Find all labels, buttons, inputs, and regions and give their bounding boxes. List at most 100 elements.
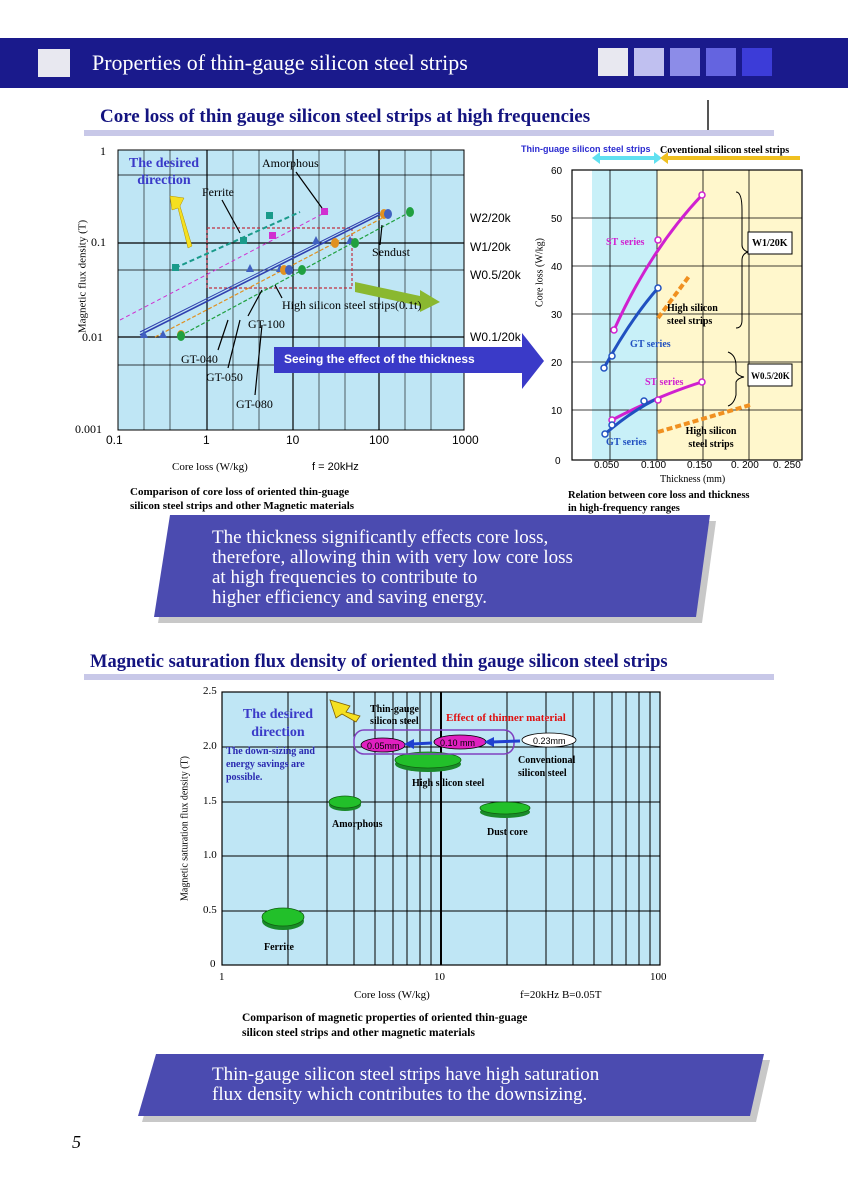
chart1-x-tick-100: 100 [369,433,390,447]
chart2-x-tick-0.150: 0.150 [687,460,713,471]
effect-arrow [274,333,544,389]
chart3-saturation-flux [221,691,661,966]
chart3-effect-label: Effect of thinner material [446,712,566,724]
chart1-w-label-01: W0.1/20k [470,330,521,344]
chart1-frequency-note: f = 20kHz [312,461,359,473]
chart2-label-gt-upper: GT series [630,339,671,350]
chart2-x-label: Thickness (mm) [660,474,726,485]
chart2-y-tick-30: 30 [551,310,563,321]
chart1-y-tick-0.1: 0.1 [91,235,106,249]
chart1-y-tick-1: 1 [100,144,106,158]
chart1-label-gt080: GT-080 [236,397,273,411]
chart1-x-tick-10: 10 [286,433,300,447]
chart1-label-gt050: GT-050 [206,370,243,384]
chart2-x-tick-0.200: 0. 200 [731,460,759,471]
chart1-y-label: Magnetic flux density (T) [76,219,89,334]
chart2-x-tick-0.050: 0.050 [594,460,620,471]
chart1-x-label: Core loss (W/kg) [172,461,248,473]
chart1-ferrite-points [172,212,273,271]
chart3-label-high-si: High silicon steel [412,778,485,789]
effect-arrow-label: Seeing the effect of the thickness [284,352,475,366]
chart3-y-label: Magnetic saturation flux density (T) [179,756,191,901]
chart3-y-tick-0.5: 0.5 [203,904,217,916]
banner1-line3: at high frequencies to contribute to [212,567,478,588]
chart3-y-tick-0: 0 [210,958,216,970]
chart1-label-sendust: Sendust [372,245,411,259]
chart1-x-tick-0.1: 0.1 [106,433,123,447]
chart2-label-hs-lower: High silicon steel strips [685,426,737,450]
section1-underline [84,130,774,136]
chart1-desired-direction: The desired direction [128,156,200,188]
chart1-x-tick-1000: 1000 [452,433,479,447]
chart3-conventional-label: Conventional silicon steel [518,755,576,779]
chart1-label-gt040: GT-040 [181,352,218,366]
chart2-box-w05: W0.5/20K [751,371,790,381]
chart3-x-tick-100: 100 [650,971,667,983]
chart2-y-tick-0: 0 [555,456,561,467]
chart3-label-005: 0.05mm [367,741,400,751]
chart2-caption-line2: in high-frequency ranges [568,503,680,514]
header-square-icon [38,49,70,77]
chart3-x-tick-10: 10 [434,971,445,983]
banner2-line2: flux density which contributes to the do… [212,1084,588,1105]
chart2-zone-thin-label: Thin-guage silicon steel strips [521,144,651,154]
chart1-desired-arrow [169,195,193,249]
chart3-label-023: 0.23mm [533,736,566,746]
chart3-y-tick-1.5: 1.5 [203,795,217,807]
chart1-label-ferrite: Ferrite [202,185,234,199]
chart3-label-amorphous: Amorphous [332,819,383,830]
banner2-line1: Thin-gauge silicon steel strips have hig… [212,1064,600,1085]
banner1-line2: therefore, allowing thin with very low c… [212,547,573,568]
chart1-label-amorphous: Amorphous [262,156,319,170]
chart3-note: f=20kHz B=0.05T [520,989,602,1001]
chart3-label-010: 0.10 mm [440,738,476,748]
chart1-caption-line2: silicon steel strips and other Magnetic … [130,500,355,512]
chart3-downsizing-note: The down-sizing and energy savings are p… [226,746,315,783]
page-number: 5 [72,1132,81,1152]
chart1-label-high-si: High silicon steel strips(0.1t) [282,298,422,312]
section2-underline [84,674,774,680]
chart3-ferrite-point [261,907,305,930]
chart3-caption-line1: Comparison of magnetic properties of ori… [242,1012,528,1024]
section2-title: Magnetic saturation flux density of orie… [90,652,668,672]
chart2-label-gt-lower: GT series [606,437,647,448]
chart2-box-w1: W1/20K [752,238,788,249]
chart1-caption-line1: Comparison of core loss of oriented thin… [130,486,350,498]
section1-marker [707,100,709,130]
header-box-2 [634,48,664,76]
chart2-label-st-upper: ST series [606,237,645,248]
chart2-caption-line1: Relation between core loss and thickness [568,490,750,501]
chart3-amorphous-point [328,795,362,811]
chart2-y-tick-50: 50 [551,214,563,225]
chart1-w-label-1: W1/20k [470,240,511,254]
banner2-shape [138,1054,770,1122]
chart3-thin-gauge-label: Thin-gauge silicon steel [370,704,419,727]
header-box-1 [598,48,628,76]
header-box-3 [670,48,700,76]
chart2-y-tick-40: 40 [551,262,563,273]
chart1-w-label-05: W0.5/20k [470,268,521,282]
chart2-y-label: Core loss (W/kg) [534,238,546,307]
chart1-x-tick-1: 1 [203,433,210,447]
chart1-sendust-points [177,207,414,341]
chart3-label-dust: Dust core [487,827,528,838]
chart2-label-st-lower: ST series [645,377,684,388]
chart3-caption-line2: silicon steel strips and other magnetic … [242,1027,475,1039]
section1-title: Core loss of thin gauge silicon steel st… [100,106,591,127]
header-box-5 [742,48,772,76]
chart3-x-label: Core loss (W/kg) [354,989,430,1001]
header-box-4 [706,48,736,76]
chart2-label-hs-upper: High silicon steel strips [667,303,718,327]
chart2-x-tick-0.250: 0. 250 [773,460,801,471]
chart3-label-ferrite: Ferrite [264,942,294,953]
chart2-y-tick-60: 60 [551,166,563,177]
chart2-zone-conv-label: Coventional silicon steel strips [660,145,790,156]
chart3-desired-direction: The desired direction [242,707,314,740]
chart3-high-si-point [394,751,462,772]
chart3-y-tick-2.5: 2.5 [203,685,217,697]
chart1-y-tick-0.001: 0.001 [75,422,102,436]
chart3-desired-arrow [329,699,361,723]
chart1-core-loss-vs-flux [117,149,465,431]
banner1-shape [154,515,716,623]
chart1-y-tick-0.01: 0.01 [82,330,103,344]
